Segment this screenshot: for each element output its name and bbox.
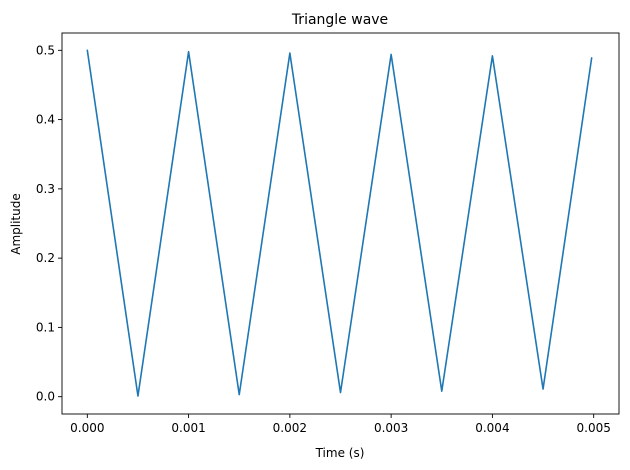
y-axis: 0.0 0.1 0.2 0.3 0.4 0.5 [36, 43, 62, 404]
x-tick-label: 0.003 [374, 421, 408, 435]
x-axis: 0.000 0.001 0.002 0.003 0.004 0.005 [70, 414, 611, 435]
y-tick-label: 0.5 [36, 43, 55, 57]
x-axis-title: Time (s) [315, 446, 365, 460]
y-tick-label: 0.4 [36, 113, 55, 127]
x-tick-label: 0.004 [475, 421, 509, 435]
plot-area [61, 32, 620, 415]
y-tick-label: 0.3 [36, 182, 55, 196]
plot-frame [61, 32, 620, 415]
x-tick-label: 0.005 [577, 421, 611, 435]
y-tick-label: 0.1 [36, 320, 55, 334]
x-tick-label: 0.000 [70, 421, 104, 435]
series-line-0 [86, 49, 593, 397]
y-axis-title: Amplitude [9, 193, 23, 255]
y-tick-label: 0.2 [36, 251, 55, 265]
chart-title: Triangle wave [291, 12, 388, 28]
y-tick-label: 0.0 [36, 390, 55, 404]
x-tick-label: 0.001 [171, 421, 205, 435]
x-tick-label: 0.002 [273, 421, 307, 435]
